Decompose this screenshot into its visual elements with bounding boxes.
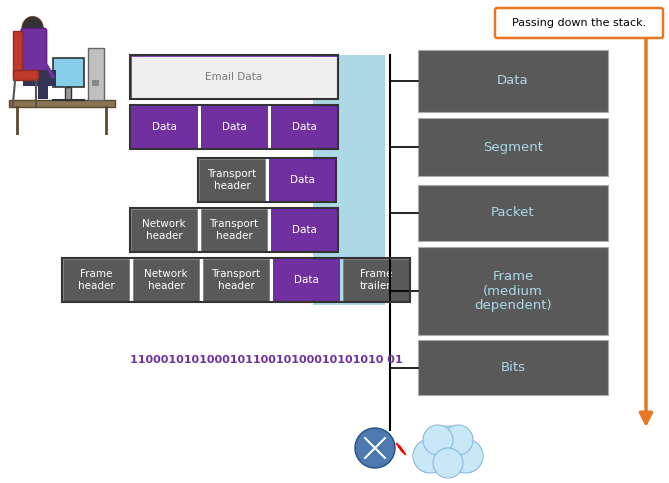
Bar: [497, 10, 661, 36]
Bar: [418, 50, 608, 112]
Bar: [131, 209, 197, 251]
Bar: [13, 31, 22, 76]
Text: Transport
header: Transport header: [209, 219, 258, 241]
Bar: [271, 209, 337, 251]
Bar: [418, 340, 608, 395]
Text: Frame
(medium
dependent): Frame (medium dependent): [474, 270, 552, 313]
FancyBboxPatch shape: [495, 8, 663, 38]
Text: Transport
header: Transport header: [207, 169, 257, 191]
Text: Frame
trailer: Frame trailer: [360, 269, 392, 291]
Bar: [88, 48, 104, 100]
Circle shape: [413, 439, 447, 473]
Bar: [313, 55, 385, 305]
Text: Transport
header: Transport header: [211, 269, 260, 291]
Bar: [201, 209, 267, 251]
Text: Data: Data: [152, 122, 177, 132]
Text: Passing down the stack.: Passing down the stack.: [512, 18, 646, 28]
Bar: [9, 100, 114, 107]
Bar: [133, 259, 199, 301]
Bar: [269, 159, 335, 201]
FancyBboxPatch shape: [21, 28, 47, 72]
Bar: [130, 208, 338, 252]
Text: Data: Data: [221, 122, 246, 132]
Circle shape: [433, 448, 463, 478]
Text: Network
header: Network header: [142, 219, 186, 241]
Bar: [201, 106, 267, 148]
Bar: [273, 259, 339, 301]
Bar: [63, 259, 129, 301]
Bar: [131, 56, 337, 98]
Circle shape: [22, 16, 43, 40]
Text: Data: Data: [292, 225, 316, 235]
Text: 110001010100010110010100010101010 01: 110001010100010110010100010101010 01: [130, 355, 403, 365]
Bar: [271, 106, 337, 148]
Circle shape: [423, 425, 453, 455]
Circle shape: [443, 425, 473, 455]
Bar: [13, 70, 39, 81]
Bar: [131, 106, 197, 148]
Bar: [418, 118, 608, 176]
Text: Data: Data: [497, 74, 529, 87]
Circle shape: [426, 426, 470, 470]
Bar: [23, 70, 56, 85]
Circle shape: [355, 428, 395, 468]
Text: Packet: Packet: [491, 207, 535, 219]
Text: Email Data: Email Data: [205, 72, 262, 82]
Bar: [198, 158, 336, 202]
Text: Data: Data: [290, 175, 314, 185]
Wedge shape: [22, 16, 43, 28]
Bar: [418, 247, 608, 335]
Bar: [66, 87, 72, 100]
Bar: [39, 85, 48, 99]
Text: Data: Data: [292, 122, 316, 132]
Bar: [130, 105, 338, 149]
Bar: [203, 259, 269, 301]
Text: Data: Data: [294, 275, 318, 285]
Bar: [52, 58, 84, 87]
Circle shape: [449, 439, 483, 473]
Text: Frame
header: Frame header: [78, 269, 114, 291]
Bar: [130, 55, 338, 99]
Bar: [199, 159, 265, 201]
Bar: [62, 258, 410, 302]
Bar: [92, 81, 100, 85]
Bar: [343, 259, 409, 301]
Text: Bits: Bits: [500, 361, 526, 374]
Text: Network
header: Network header: [145, 269, 188, 291]
Text: Segment: Segment: [483, 141, 543, 154]
Bar: [418, 185, 608, 241]
